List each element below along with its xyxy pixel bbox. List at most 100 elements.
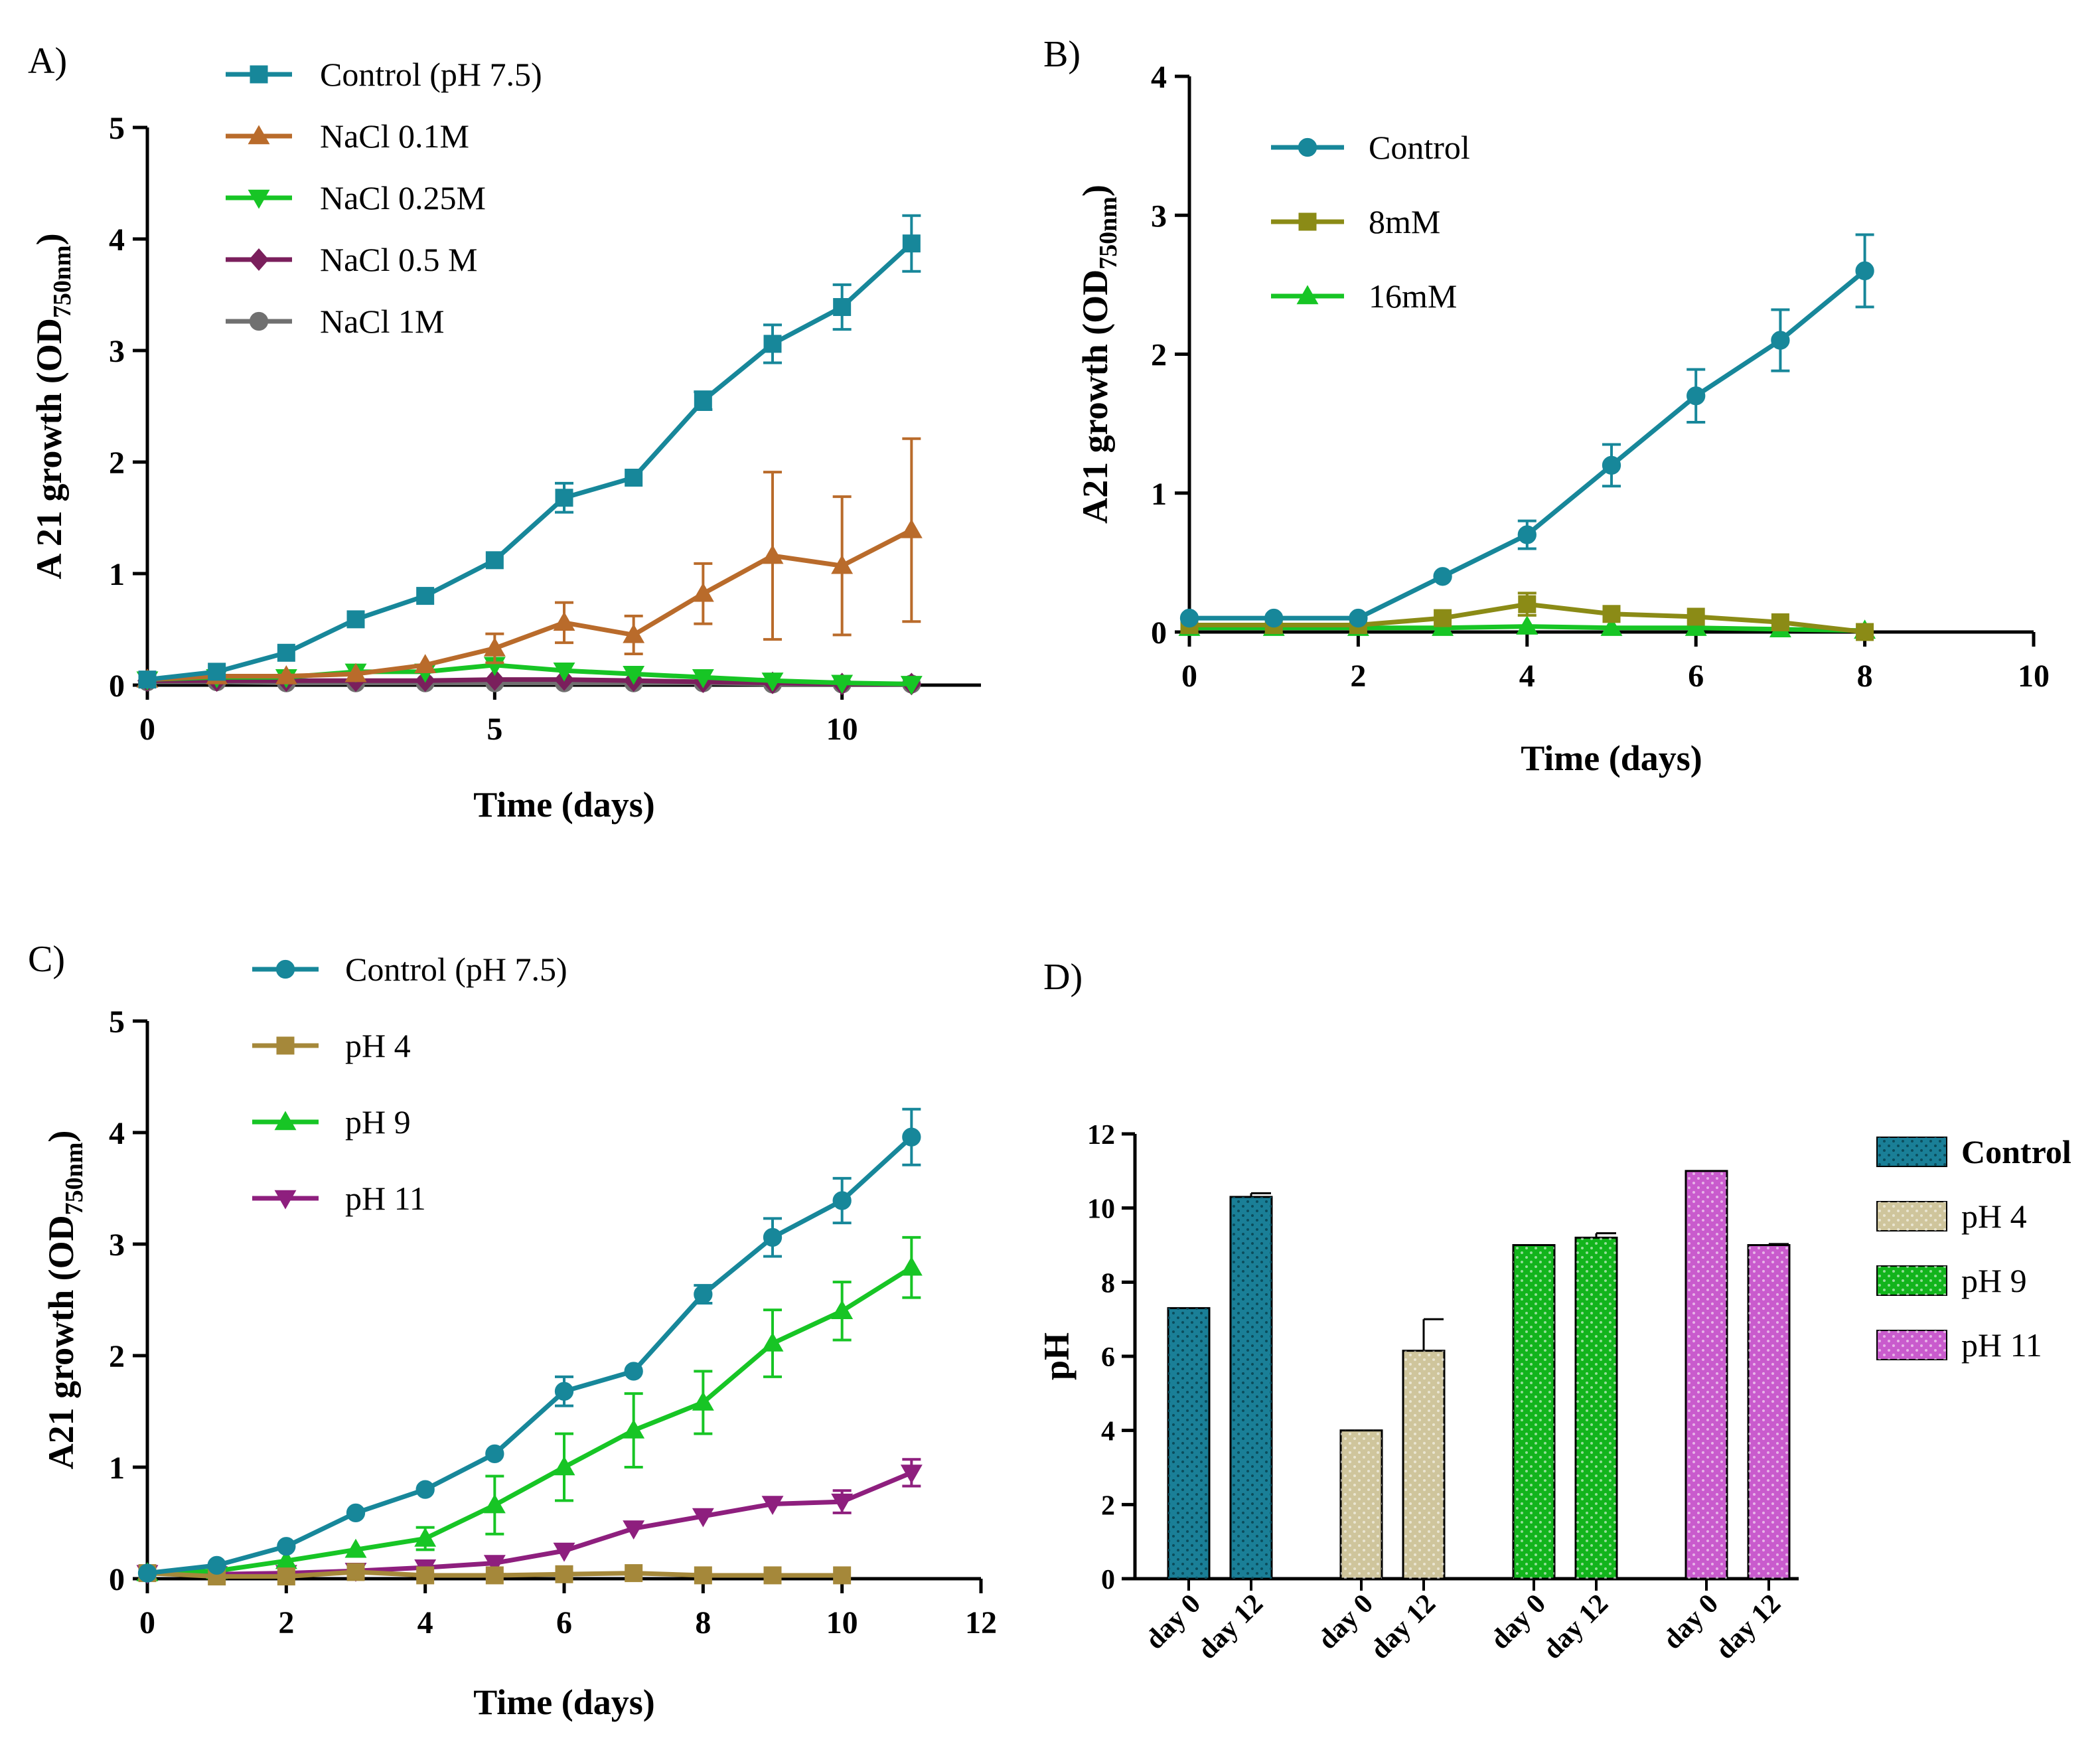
x-tick-label: 4 bbox=[1519, 659, 1535, 694]
x-tick-label: 2 bbox=[1350, 659, 1366, 694]
y-tick-label: 5 bbox=[109, 1004, 125, 1040]
data-point bbox=[555, 489, 573, 507]
legend-label: pH 4 bbox=[345, 1027, 411, 1064]
y-axis-title-main: A 21 growth (OD bbox=[29, 318, 69, 580]
legend-swatch-texture bbox=[1877, 1330, 1947, 1360]
x-tick-label: 12 bbox=[965, 1605, 997, 1640]
data-point bbox=[900, 1256, 923, 1276]
data-point bbox=[346, 610, 365, 629]
x-tick-label: day 12 bbox=[1365, 1589, 1442, 1666]
data-point bbox=[623, 666, 645, 685]
data-point bbox=[483, 1555, 506, 1575]
data-point bbox=[483, 1494, 506, 1514]
legend-swatch-texture bbox=[1877, 1202, 1947, 1231]
legend-label: pH 9 bbox=[1961, 1262, 2027, 1299]
data-point bbox=[344, 663, 367, 682]
x-axis-title: Time (days) bbox=[1521, 738, 1702, 778]
legend: Control 8mM 16mM bbox=[1271, 129, 1470, 315]
panel-label: D) bbox=[1043, 957, 1083, 998]
legend-label: NaCl 0.25M bbox=[320, 179, 486, 216]
bar-texture bbox=[1403, 1350, 1444, 1579]
data-point bbox=[416, 587, 435, 605]
data-point bbox=[344, 1538, 367, 1558]
legend-marker bbox=[249, 311, 269, 331]
series-control bbox=[1179, 233, 1874, 628]
panel-a-chart: A) 0 1 2 3 4 5 0 5 10 Time (days) A 21 growth (OD75… bbox=[28, 40, 981, 825]
data-point bbox=[1771, 331, 1790, 350]
data-point bbox=[625, 1564, 643, 1583]
x-tick-label: 10 bbox=[826, 712, 858, 747]
data-point bbox=[625, 469, 643, 487]
y-tick-label: 0 bbox=[1101, 1565, 1115, 1595]
bar-texture bbox=[1576, 1237, 1617, 1579]
y-tick-label: 2 bbox=[1151, 338, 1167, 373]
data-point bbox=[1771, 613, 1789, 631]
y-tick-label: 1 bbox=[1151, 477, 1167, 512]
data-point bbox=[485, 668, 505, 691]
series-control-ph-7-5- bbox=[137, 1107, 921, 1583]
y-tick-label: 2 bbox=[109, 445, 125, 481]
y-tick-label: 12 bbox=[1087, 1120, 1115, 1150]
legend-label: Control bbox=[1961, 1133, 2071, 1170]
data-point bbox=[207, 1555, 226, 1575]
data-point bbox=[483, 637, 506, 657]
series-nacl-0-1m bbox=[136, 437, 923, 688]
y-axis-title-subscript: 750nm bbox=[1094, 197, 1122, 270]
data-point bbox=[137, 1563, 157, 1583]
y-axis-title: A 21 growth (OD750nm) bbox=[29, 233, 76, 579]
data-point bbox=[208, 663, 226, 681]
data-point bbox=[831, 674, 854, 694]
data-point bbox=[346, 1503, 366, 1523]
data-point bbox=[900, 1465, 923, 1484]
data-point bbox=[832, 1191, 852, 1210]
data-point bbox=[833, 297, 852, 316]
data-point bbox=[1179, 608, 1199, 628]
legend-marker bbox=[248, 125, 270, 145]
legend-marker bbox=[1298, 212, 1317, 231]
x-tick-label: 0 bbox=[139, 712, 155, 747]
y-axis-title-close: ) bbox=[41, 1131, 81, 1143]
data-point bbox=[692, 669, 714, 688]
data-point bbox=[902, 234, 921, 253]
y-tick-label: 5 bbox=[109, 111, 125, 146]
y-tick-label: 3 bbox=[1151, 198, 1167, 234]
y-axis-title-main: A21 growth (OD bbox=[1075, 270, 1115, 524]
legend-label: NaCl 0.5 M bbox=[320, 241, 478, 278]
legend-label: pH 11 bbox=[345, 1180, 426, 1217]
series-control-ph-7-5- bbox=[138, 214, 921, 689]
legend-label: 8mM bbox=[1369, 203, 1440, 240]
data-point bbox=[1687, 386, 1706, 406]
x-tick-label: 8 bbox=[695, 1605, 711, 1640]
x-tick-label: day 12 bbox=[1710, 1589, 1787, 1666]
data-point bbox=[833, 1566, 852, 1585]
data-point bbox=[1518, 595, 1537, 613]
y-tick-label: 2 bbox=[109, 1339, 125, 1374]
x-tick-label: day 12 bbox=[1537, 1589, 1614, 1666]
data-point bbox=[1264, 608, 1284, 628]
legend-label: Control bbox=[1369, 129, 1470, 166]
y-tick-label: 3 bbox=[109, 334, 125, 369]
data-point bbox=[761, 673, 784, 692]
series-line bbox=[147, 1135, 913, 1576]
data-point bbox=[138, 671, 157, 689]
data-point bbox=[831, 1493, 854, 1513]
data-point bbox=[763, 1566, 782, 1585]
y-axis-title-subscript: 750nm bbox=[60, 1143, 88, 1216]
x-tick-label: 10 bbox=[2018, 659, 2050, 694]
legend: Control pH 4 pH 9 pH 11 bbox=[1876, 1133, 2071, 1364]
bar-texture bbox=[1748, 1245, 1789, 1579]
legend-label: pH 9 bbox=[345, 1103, 411, 1141]
legend-label: pH 11 bbox=[1961, 1326, 2042, 1364]
panel-b-chart: B) 0 1 2 3 4 0 2 4 6 8 10 Time (days) A21 growth (OD7… bbox=[1043, 34, 2050, 778]
legend-label: Control (pH 7.5) bbox=[345, 951, 567, 988]
series-line bbox=[147, 528, 913, 682]
data-point bbox=[485, 1566, 504, 1585]
series-ph-9 bbox=[136, 1235, 923, 1581]
data-point bbox=[1516, 615, 1538, 635]
legend-marker bbox=[274, 1190, 297, 1210]
data-point bbox=[415, 1480, 435, 1499]
